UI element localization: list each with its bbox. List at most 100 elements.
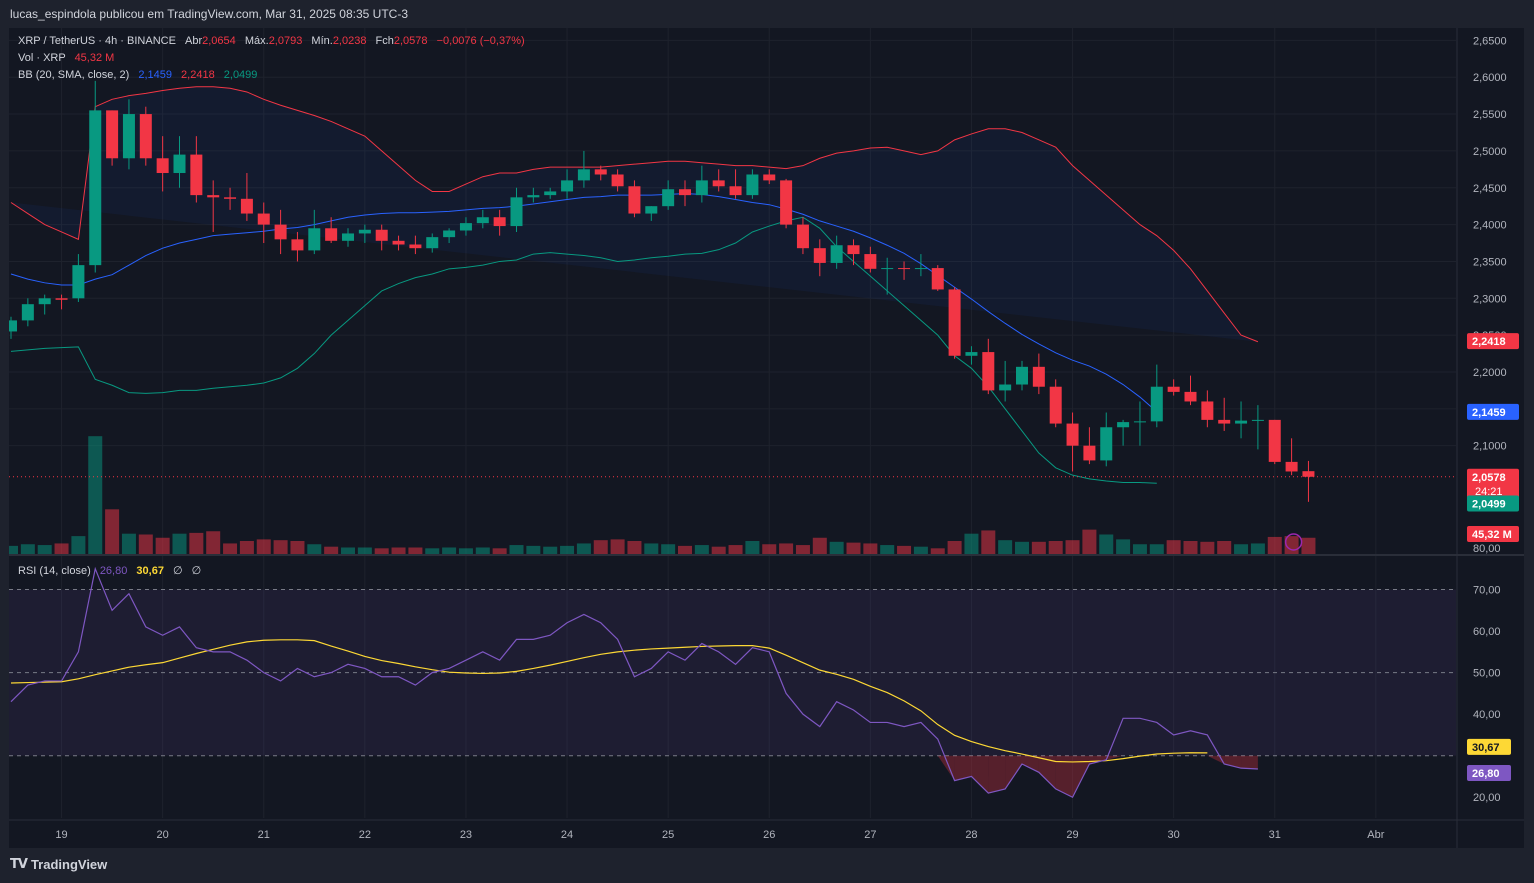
rsi-ma-tag: 30,67	[1472, 742, 1500, 754]
volume-bar	[762, 544, 777, 554]
price-axis-label: 2,4000	[1473, 220, 1507, 232]
price-axis-label: 2,1000	[1473, 441, 1507, 453]
volume-bar	[678, 545, 692, 554]
candle-body	[72, 265, 85, 299]
volume-bar	[307, 544, 322, 554]
publisher-bar: lucas_espindola publicou em TradingView.…	[0, 0, 1534, 28]
volume-bar	[509, 545, 524, 554]
rsi-legend: RSI (14, close) 26,80 30,67 ∅ ∅	[18, 564, 201, 577]
rsi-label[interactable]: RSI (14, close)	[18, 565, 91, 577]
time-axis-label: 27	[864, 829, 876, 841]
rsi-axis-label: 60,00	[1473, 626, 1501, 638]
volume-bar	[661, 544, 676, 554]
rsi-ma-line	[10, 639, 1208, 763]
tradingview-brand: TradingView	[30, 857, 108, 872]
candle-body	[611, 174, 624, 187]
tradingview-logo[interactable]: TV TradingView	[10, 857, 107, 872]
volume-bar	[223, 543, 238, 554]
volume-bar	[374, 548, 389, 554]
bb-upper-value: 2,2418	[181, 69, 215, 81]
time-axis-label: 28	[965, 829, 977, 841]
volume-bar	[138, 534, 153, 554]
volume-bar	[1234, 544, 1249, 554]
candle-body	[291, 239, 304, 251]
rsi-ma-value: 30,67	[136, 565, 164, 577]
candle-body	[645, 206, 658, 214]
candle-body	[55, 298, 68, 300]
close-price-tag: 2,0578	[1472, 472, 1506, 484]
volume-bar	[711, 546, 726, 554]
volume-bar	[155, 537, 170, 554]
volume-bar	[560, 545, 575, 554]
candle-body	[342, 233, 354, 241]
candle-body	[881, 268, 894, 270]
candle-body	[898, 268, 911, 270]
volume-bar	[947, 541, 962, 554]
price-axis-label: 2,2000	[1473, 367, 1507, 379]
rsi-ma-tag-bg	[1467, 738, 1511, 755]
candle-body	[1235, 420, 1248, 424]
candle-body	[358, 229, 371, 234]
volume-bar	[526, 545, 541, 554]
volume-bar	[812, 537, 827, 554]
candle-body	[1302, 471, 1315, 477]
rsi-axis-label: 20,00	[1473, 792, 1501, 804]
candle-body	[510, 197, 523, 227]
rsi-oversold-fill	[971, 755, 989, 794]
low-label: Mín.	[311, 35, 333, 47]
candle-body	[38, 298, 51, 305]
bb-basis-value: 2,1459	[138, 69, 172, 81]
rsi-oversold-fill	[1055, 755, 1073, 798]
candle-body	[325, 228, 338, 241]
price-axis-label: 2,3000	[1473, 293, 1507, 305]
bb-upper-tag: 2,2418	[1472, 336, 1506, 348]
candle-body	[207, 195, 220, 198]
volume-bar	[627, 541, 642, 554]
volume-bar	[442, 547, 457, 554]
price-axis-label: 2,4500	[1473, 183, 1507, 195]
candle-body	[274, 224, 287, 240]
candle-body	[224, 197, 237, 199]
candle-body	[1032, 366, 1045, 387]
symbol-label[interactable]: XRP / TetherUS · 4h · BINANCE	[18, 35, 176, 47]
candle-body	[813, 248, 826, 263]
candle-body	[594, 169, 607, 175]
candle-body	[729, 186, 742, 196]
volume-legend: Vol · XRP 45,32 M	[18, 52, 114, 64]
volume-bar	[998, 540, 1013, 554]
volume-bar	[239, 541, 254, 554]
volume-bar	[644, 543, 659, 554]
volume-bar	[610, 539, 625, 554]
candle-body	[982, 352, 995, 391]
rsi-oversold-fill	[1022, 755, 1039, 773]
candle-body	[1049, 386, 1062, 424]
bb-label[interactable]: BB (20, SMA, close, 2)	[18, 69, 130, 81]
volume-label[interactable]: Vol · XRP	[18, 52, 66, 64]
candle-body	[948, 289, 961, 356]
rsi-oversold-fill	[1106, 755, 1124, 760]
candle-body	[830, 245, 843, 263]
candle-body	[156, 158, 169, 174]
volume-bar	[779, 543, 794, 554]
rsi-oversold-fill	[1038, 755, 1056, 789]
chart-svg[interactable]: 2,6500 2,6000 2,5500 2,5000 2,4500 2,4000 2,35…	[9, 28, 1524, 848]
rsi-line	[10, 566, 1258, 799]
candle-body	[190, 154, 203, 196]
volume-bar	[88, 436, 103, 554]
time-axis-label: 23	[460, 829, 472, 841]
volume-bar	[1301, 537, 1316, 554]
volume-bar	[981, 530, 996, 554]
volume-bar	[593, 540, 608, 554]
candle-body	[476, 217, 489, 224]
candle-body	[931, 268, 944, 290]
candle-body	[1251, 419, 1264, 421]
ohlc-legend: XRP / TetherUS · 4h · BINANCE Abr2,0654 …	[18, 35, 525, 47]
rsi-oversold-fill	[1072, 755, 1090, 798]
time-axis-label: 19	[55, 829, 67, 841]
candle-body	[1100, 427, 1113, 461]
candle-body	[173, 154, 186, 174]
candle-body	[257, 213, 270, 225]
candle-body	[392, 240, 405, 245]
volume-bar	[492, 548, 507, 554]
volume-bar	[1099, 534, 1114, 554]
